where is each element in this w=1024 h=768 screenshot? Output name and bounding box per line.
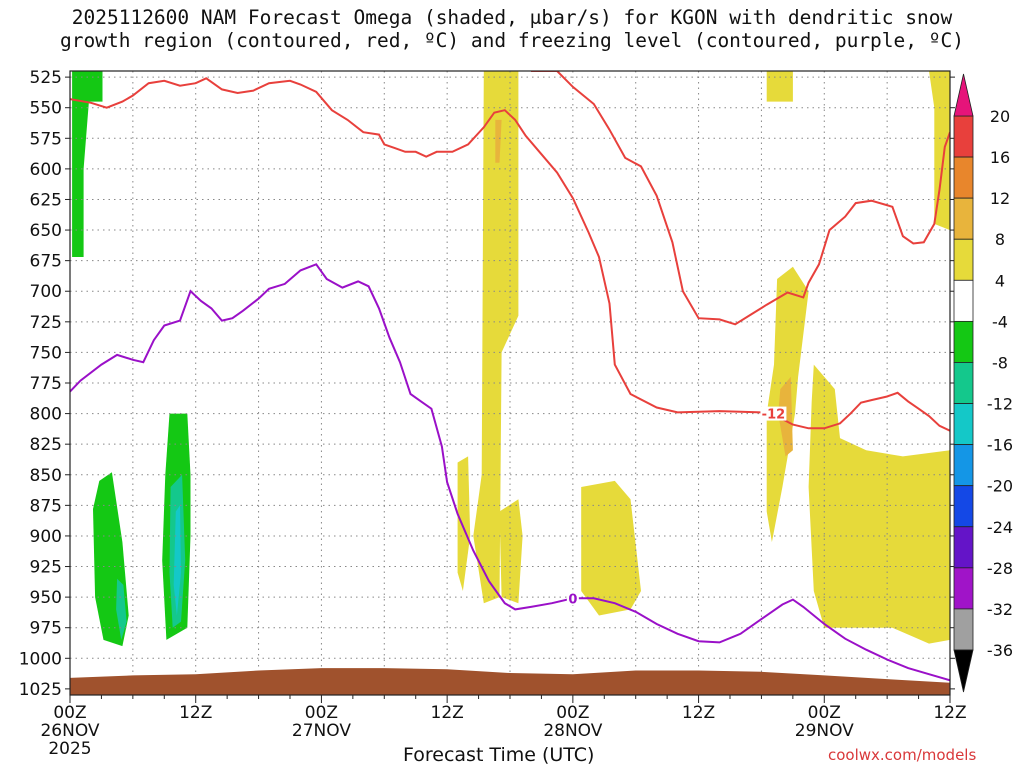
colorbar-bin (953, 320, 974, 363)
y-tick-label: 850 (30, 466, 62, 486)
y-tick-label: 900 (30, 527, 62, 547)
x-tick-year: 2025 (48, 739, 91, 759)
colorbar-bin (953, 156, 974, 199)
colorbar-label: -24 (987, 518, 1013, 537)
y-tick-label: 625 (30, 190, 62, 210)
y-tick-label: 550 (30, 99, 62, 119)
y-tick-label: 575 (30, 129, 62, 149)
omega-region (855, 511, 867, 534)
dgz-label-bg (760, 406, 787, 421)
y-tick-label: 825 (30, 435, 62, 455)
y-tick-label: 950 (30, 588, 62, 608)
colorbar-label: -32 (987, 600, 1013, 619)
omega-region (473, 71, 519, 604)
omega-region (173, 505, 181, 616)
x-tick-label: 00Z (53, 703, 86, 723)
x-tick-label: 12Z (933, 703, 966, 723)
freezing-contour-label: 0 (568, 592, 577, 607)
credit-link[interactable]: coolwx.com/models (828, 746, 977, 764)
y-tick-label: 600 (30, 160, 62, 180)
dgz-contour-line (531, 71, 950, 326)
colorbar-bin (953, 279, 974, 322)
colorbar-bin (953, 608, 974, 651)
colorbar-label: 16 (990, 148, 1010, 167)
colorbar-label: -8 (992, 353, 1008, 372)
x-tick-label: 00Z (556, 703, 589, 723)
y-tick-label: 750 (30, 343, 62, 363)
omega-region (116, 578, 127, 640)
omega-region (457, 456, 471, 591)
colorbar-bin (953, 238, 974, 281)
dgz-contour-line (761, 391, 950, 432)
chart-title-line2: growth region (contoured, red, ºC) and f… (60, 29, 964, 52)
y-tick-label: 800 (30, 405, 62, 425)
colorbar-bin (953, 567, 974, 610)
colorbar-bin (953, 485, 974, 528)
freezing-label-bg (566, 591, 579, 606)
colorbar-bottom-arrow (953, 649, 974, 693)
colorbar-label: -16 (987, 436, 1013, 455)
x-tick-date: 27NOV (292, 721, 351, 741)
omega-region (581, 480, 641, 616)
y-tick-label: 1000 (19, 649, 62, 669)
x-tick-label: 00Z (305, 703, 338, 723)
colorbar-label: -20 (987, 477, 1013, 496)
colorbar-label: 4 (995, 271, 1005, 290)
colorbar-label: -28 (987, 559, 1013, 578)
omega-region (929, 71, 950, 231)
plot-group: -12 0 (70, 71, 950, 695)
y-tick-label: 725 (30, 313, 62, 333)
colorbar-label: -4 (992, 312, 1008, 331)
omega-region (72, 71, 103, 257)
colorbar-label: 8 (995, 230, 1005, 249)
y-tick-label: 675 (30, 252, 62, 272)
terrain-fill (70, 668, 950, 695)
colorbar-bin (953, 403, 974, 446)
colorbar-bin (953, 362, 974, 404)
x-tick-label: 12Z (179, 703, 212, 723)
dgz-contour-line (70, 77, 762, 414)
y-tick-label: 975 (30, 619, 62, 639)
chart-title: 2025112600 NAM Forecast Omega (shaded, μ… (0, 6, 1024, 52)
omega-region (495, 119, 502, 163)
x-tick-date: 29NOV (795, 721, 854, 741)
colorbar-bin (953, 197, 974, 240)
colorbar-bin (953, 115, 974, 158)
colorbar-bin (953, 526, 974, 569)
y-tick-label: 700 (30, 282, 62, 302)
colorbar-top-arrow (953, 73, 974, 117)
y-tick-label: 925 (30, 558, 62, 578)
x-tick-date: 26NOV (40, 721, 99, 741)
x-tick-label: 00Z (808, 703, 841, 723)
omega-region (766, 71, 793, 102)
freezing-level-line (70, 263, 950, 682)
x-tick-label: 12Z (682, 703, 715, 723)
y-tick-label: 875 (30, 496, 62, 516)
y-tick-label: 775 (30, 374, 62, 394)
colorbar-label: 20 (990, 107, 1010, 126)
colorbar-bin (953, 444, 974, 487)
dgz-contour-label: -12 (762, 408, 786, 423)
y-tick-label: 650 (30, 221, 62, 241)
colorbar-label: -12 (987, 395, 1013, 414)
x-tick-label: 12Z (431, 703, 464, 723)
y-tick-label: 1025 (19, 680, 62, 700)
colorbar-label: -36 (987, 641, 1013, 660)
colorbar-label: 12 (990, 189, 1010, 208)
x-tick-date: 28NOV (543, 721, 602, 741)
y-tick-label: 525 (30, 68, 62, 88)
chart-title-line1: 2025112600 NAM Forecast Omega (shaded, μ… (71, 6, 953, 29)
omega-region (808, 364, 950, 644)
x-axis-label: Forecast Time (UTC) (403, 744, 595, 766)
omega-region (499, 499, 523, 604)
